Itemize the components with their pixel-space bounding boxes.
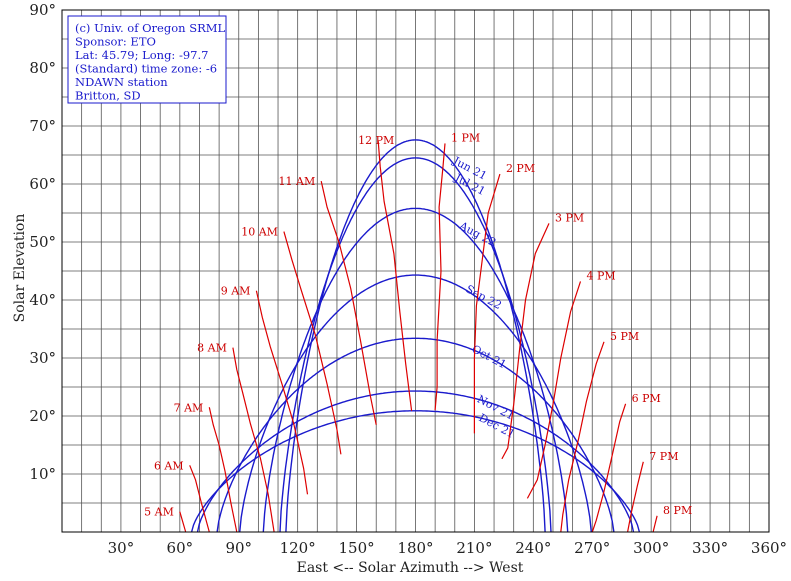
y-tick-label: 50° [29, 233, 56, 251]
y-tick-label: 30° [29, 349, 56, 367]
x-tick-label: 90° [225, 539, 252, 557]
hour-line [434, 143, 446, 411]
hour-line [208, 407, 238, 533]
info-line: Britton, SD [75, 89, 141, 103]
y-tick-label: 80° [29, 59, 56, 77]
hour-line [526, 281, 582, 499]
x-tick-label: 180° [397, 539, 433, 557]
hour-line [232, 347, 275, 533]
hour-label: 7 PM [649, 450, 678, 463]
info-line: Lat: 45.79; Long: -97.7 [75, 48, 208, 62]
hour-label: 8 AM [197, 342, 227, 355]
hour-label: 3 PM [555, 211, 584, 224]
month-curve [279, 157, 552, 533]
hour-label: 5 PM [610, 330, 639, 343]
hour-label: 6 AM [154, 459, 184, 472]
info-line: (c) Univ. of Oregon SRML [75, 21, 226, 35]
x-tick-label: 300° [633, 539, 669, 557]
info-line: Sponsor: ETO [75, 35, 156, 49]
y-tick-label: 10° [29, 465, 56, 483]
hour-line [189, 465, 210, 533]
y-tick-label: 40° [29, 291, 56, 309]
x-tick-label: 120° [280, 539, 316, 557]
hour-label: 12 PM [358, 134, 394, 147]
hour-label: 8 PM [663, 504, 692, 517]
x-tick-label: 240° [515, 539, 551, 557]
info-line: NDAWN station [75, 75, 168, 89]
hour-line [560, 341, 605, 533]
x-tick-label: 60° [167, 539, 194, 557]
x-tick-label: 30° [108, 539, 135, 557]
hour-label: 4 PM [586, 269, 615, 282]
hour-label: 1 PM [451, 131, 480, 144]
y-tick-label: 60° [29, 175, 56, 193]
hour-line [591, 403, 627, 533]
month-curve [262, 207, 569, 533]
hour-label: 11 AM [279, 175, 316, 188]
hour-label: 9 AM [221, 285, 251, 298]
x-tick-label: 330° [692, 539, 728, 557]
hour-label: 6 PM [632, 392, 661, 405]
plot-frame [61, 9, 770, 533]
hour-line [501, 223, 550, 460]
hour-line [320, 180, 377, 425]
tick-labels: 30° 60° 90° 120° 150° 180° 210° 240° 270° 300° 330… [29, 1, 787, 557]
x-tick-label: 210° [456, 539, 492, 557]
hour-line [179, 511, 187, 533]
month-curve [239, 274, 592, 533]
x-tick-label: 150° [339, 539, 375, 557]
hour-line [473, 173, 501, 434]
x-tick-label: 360° [751, 539, 787, 557]
hour-label: 7 AM [174, 401, 204, 414]
month-curve [216, 337, 615, 533]
month-curve [190, 410, 641, 533]
y-tick-label: 20° [29, 407, 56, 425]
hour-line [627, 461, 644, 533]
hour-line [255, 290, 309, 495]
info-box-frame [67, 15, 227, 104]
y-tick-label: 90° [29, 1, 56, 19]
x-axis-label: East <-- Solar Azimuth --> West [297, 560, 524, 576]
hour-label: 10 AM [241, 226, 278, 239]
hour-line [283, 231, 342, 455]
y-tick-label: 70° [29, 117, 56, 135]
y-axis-label: Solar Elevation [12, 214, 28, 323]
hour-lines: 5 AM 6 AM 7 AM 8 AM 9 AM 10 AM 11 AM 12 PM 1 PM 2… [144, 131, 692, 533]
x-tick-label: 270° [574, 539, 610, 557]
hour-label: 2 PM [506, 162, 535, 175]
hour-line [377, 141, 413, 411]
hour-line [652, 515, 658, 533]
hour-label: 5 AM [144, 506, 174, 519]
month-curve [196, 390, 635, 533]
info-line: (Standard) time zone: -6 [75, 62, 217, 76]
